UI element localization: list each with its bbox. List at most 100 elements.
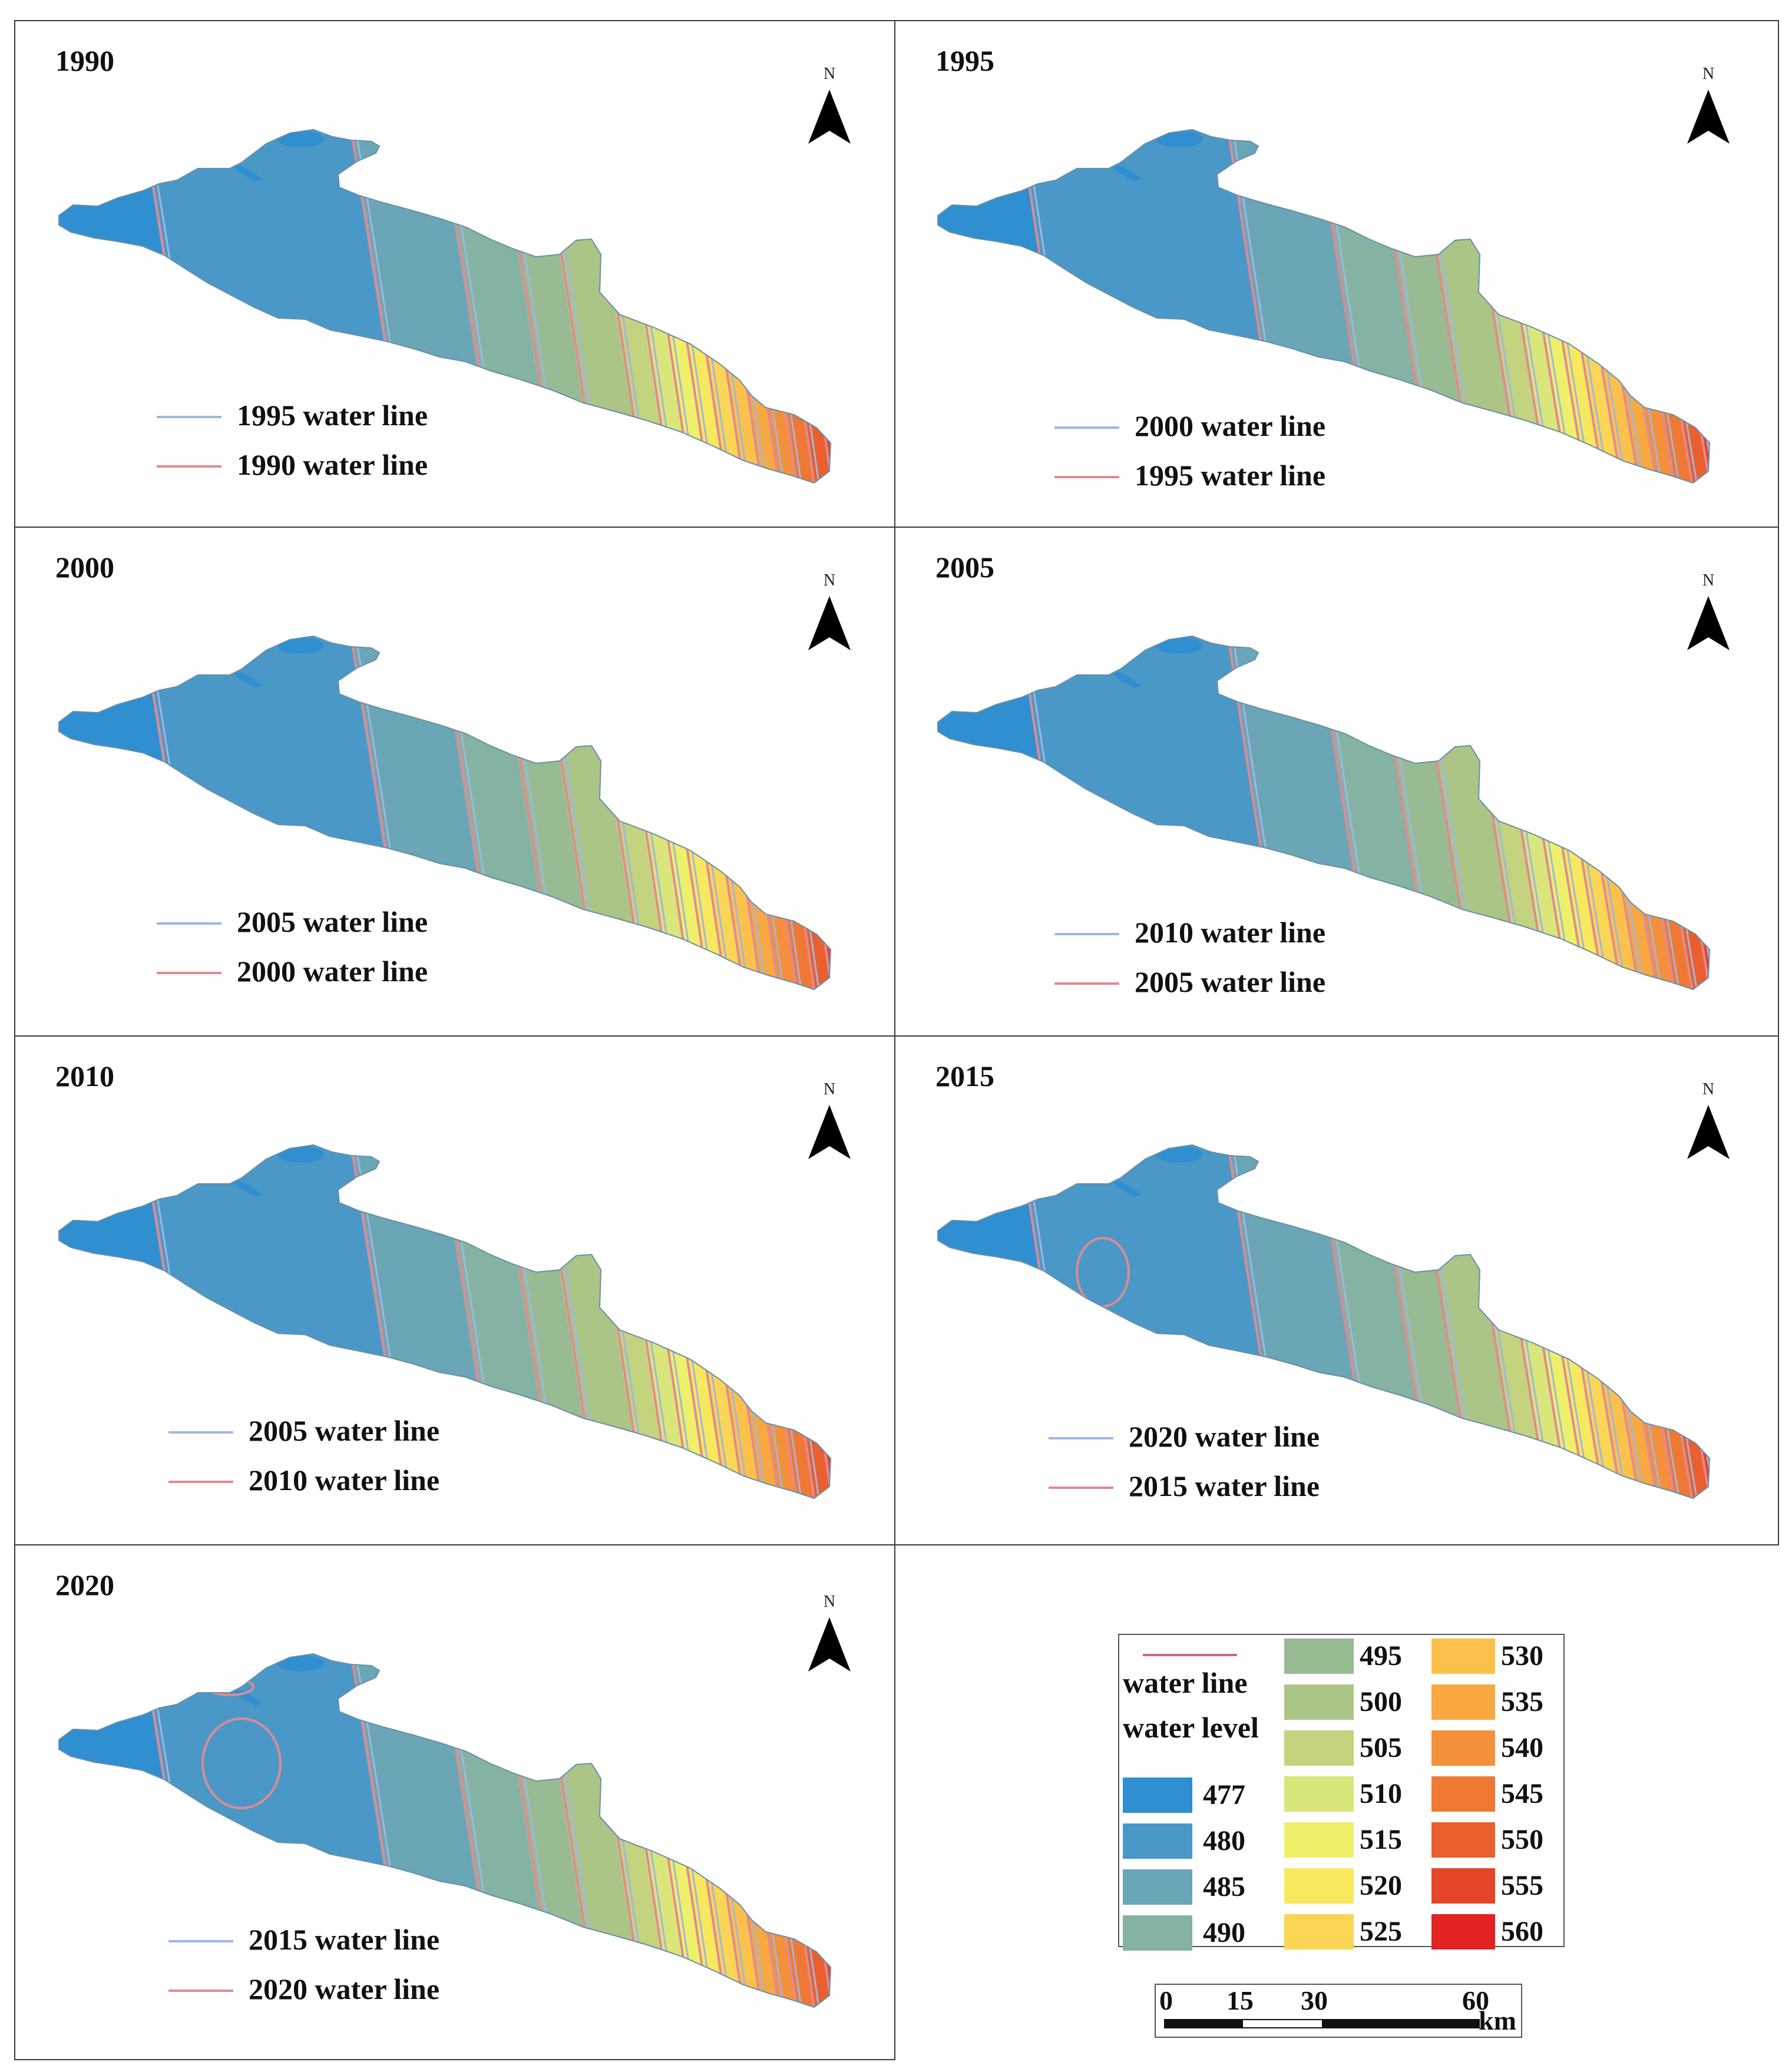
map-panel-2020: 2020 N 2015 water line 2020 water line: [14, 1544, 895, 2060]
basin-water-level-map: [932, 80, 1768, 498]
map-panel-1995: 1995 N 2000 water line 1995 water line: [894, 20, 1779, 528]
lake-feature: [1156, 637, 1203, 654]
legend-value: 535: [1501, 1686, 1543, 1718]
line-swatch: [1049, 1437, 1113, 1439]
water-level-zone: [642, 587, 730, 1005]
basin-water-level-map: [53, 1095, 890, 1514]
panel-legend-label: 2005 water line: [249, 1414, 439, 1448]
water-level-zone: [932, 1095, 1083, 1514]
line-swatch: [168, 1990, 233, 1992]
line-swatch: [168, 1481, 233, 1483]
water-level-label: water level: [1123, 1710, 1259, 1745]
water-line-contour: [1487, 1095, 1558, 1514]
legend-color-swatch: [1431, 1639, 1495, 1674]
scale-tick-label: 0: [1159, 1985, 1173, 2016]
water-line-contour: [604, 1604, 675, 2023]
water-line-contour: [138, 1095, 209, 1514]
water-level-zone: [53, 1604, 204, 2023]
legend-color-swatch: [1123, 1915, 1192, 1951]
map-legend: water line water level 477 480 485 490 495 50…: [1118, 1634, 1565, 1947]
panel-year-title: 2005: [935, 550, 994, 584]
lake-feature: [277, 637, 324, 654]
legend-value: 545: [1501, 1778, 1543, 1810]
line-swatch: [157, 922, 221, 925]
scale-bar-segment-3: [1322, 2019, 1480, 2028]
lake-feature: [277, 131, 324, 147]
scale-bar-segment-2: [1243, 2019, 1322, 2028]
scale-tick-label: 15: [1226, 1985, 1254, 2016]
water-level-zone: [642, 80, 730, 498]
legend-value: 560: [1501, 1915, 1543, 1948]
water-line-contour: [1487, 80, 1558, 498]
legend-value: 490: [1203, 1917, 1245, 1949]
legend-value: 495: [1360, 1640, 1402, 1672]
water-level-zone: [642, 1095, 730, 1514]
water-level-zone: [604, 1095, 695, 1514]
water-line-contour: [1012, 1095, 1083, 1514]
water-level-zone: [624, 80, 713, 498]
legend-value: 485: [1203, 1871, 1245, 1903]
basin-water-level-map: [53, 587, 890, 1005]
legend-color-swatch: [1284, 1639, 1354, 1674]
map-panel-2000: 2000 N 2005 water line 2000 water line: [14, 527, 895, 1037]
water-line-contour: [1017, 587, 1087, 1005]
water-line-contour: [609, 587, 679, 1005]
water-line-contour: [642, 587, 713, 1005]
legend-value: 477: [1203, 1779, 1245, 1811]
line-swatch: [1049, 1487, 1113, 1489]
panel-legend-label: 2000 water line: [237, 954, 428, 988]
water-line-contour: [624, 80, 695, 498]
water-line-contour: [1483, 80, 1553, 498]
line-swatch: [157, 416, 221, 418]
water-line-contour: [609, 80, 679, 498]
water-level-zone: [53, 1095, 204, 1514]
scale-bar-segment-1: [1164, 2019, 1243, 2028]
legend-color-swatch: [1284, 1730, 1354, 1766]
water-line-contour: [1503, 1095, 1574, 1514]
panel-legend-label: 2020 water line: [249, 1972, 439, 2006]
legend-value: 520: [1360, 1869, 1402, 1902]
basin-water-level-map: [53, 80, 890, 498]
water-line-contour: [624, 587, 695, 1005]
water-line-contour: [1483, 587, 1553, 1005]
water-line-contour: [642, 80, 713, 498]
water-line-contour: [1487, 587, 1558, 1005]
panel-legend-label: 2005 water line: [1135, 965, 1325, 999]
water-line-contour: [1017, 1095, 1087, 1514]
lake-feature: [277, 1146, 324, 1163]
water-level-zone: [604, 1604, 695, 2023]
panel-legend-label: 1990 water line: [237, 448, 428, 482]
legend-value: 500: [1360, 1686, 1402, 1718]
water-line-contour: [133, 1095, 204, 1514]
water-level-zone: [624, 587, 713, 1005]
water-line-contour: [604, 1095, 675, 1514]
legend-color-swatch: [1284, 1822, 1354, 1858]
water-line-contour: [133, 587, 204, 1005]
panel-legend-label: 2015 water line: [249, 1922, 439, 1957]
lake-feature: [1156, 1146, 1203, 1163]
lake-feature: [277, 1655, 324, 1671]
map-panel-2015: 2015 N 2020 water line 2015 water line: [894, 1035, 1779, 1545]
panel-legend-label: 2015 water line: [1129, 1469, 1320, 1503]
panel-legend-label: 2020 water line: [1129, 1419, 1320, 1454]
scale-tick-label: 30: [1301, 1985, 1328, 2016]
line-swatch: [168, 1940, 233, 1942]
legend-color-swatch: [1123, 1869, 1192, 1905]
water-level-zone: [604, 80, 695, 498]
panel-legend-label: 2000 water line: [1135, 409, 1325, 443]
line-swatch: [1054, 476, 1119, 478]
legend-color-swatch: [1284, 1684, 1354, 1720]
line-swatch: [1054, 426, 1119, 429]
panel-legend-label: 2010 water line: [249, 1463, 439, 1497]
water-line-contour: [1012, 587, 1083, 1005]
water-level-zone: [1483, 1095, 1574, 1514]
legend-value: 515: [1360, 1823, 1402, 1856]
line-swatch: [168, 1431, 233, 1434]
panel-year-title: 2020: [55, 1568, 114, 1602]
water-level-zone: [624, 1604, 713, 2023]
basin-water-level-map: [932, 587, 1768, 1005]
water-line-swatch: [1143, 1654, 1237, 1656]
legend-color-swatch: [1123, 1778, 1192, 1813]
legend-value: 510: [1360, 1778, 1402, 1810]
water-line-contour: [642, 1095, 713, 1514]
